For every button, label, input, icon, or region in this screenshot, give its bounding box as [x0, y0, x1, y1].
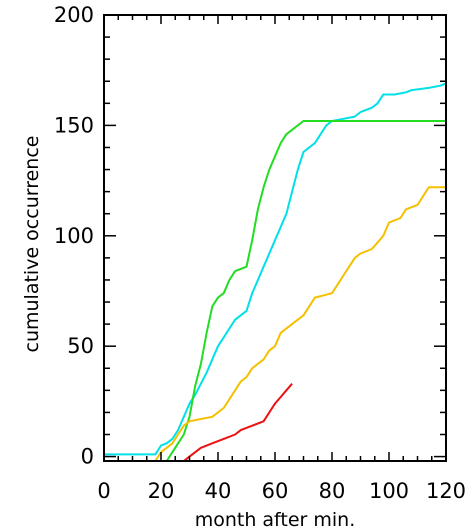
series-line-3: [104, 186, 446, 462]
x-tick-label: 60: [262, 479, 289, 503]
series-line-2: [104, 120, 446, 462]
series-layer: [104, 82, 447, 462]
x-tick-label: 20: [148, 479, 175, 503]
y-axis-label: cumulative occurrence: [21, 136, 43, 353]
tick-labels-layer: 0 20 40 60 80 100 120 0 50 100 150 200: [54, 3, 466, 503]
x-axis-label: month after min.: [195, 509, 356, 529]
x-tick-label: 100: [369, 479, 409, 503]
x-tick-label: 120: [426, 479, 466, 503]
ticks-layer: [103, 14, 447, 461]
y-tick-label: 200: [54, 3, 94, 27]
series-line-4: [104, 383, 293, 462]
x-tick-label: 40: [205, 479, 232, 503]
series-line-1: [104, 82, 447, 456]
y-tick-label: 150: [54, 113, 94, 137]
y-tick-label: 50: [67, 334, 94, 358]
x-tick-label: 80: [319, 479, 346, 503]
x-tick-label: 0: [97, 479, 110, 503]
y-tick-label: 0: [81, 445, 94, 469]
y-tick-label: 100: [54, 224, 94, 248]
